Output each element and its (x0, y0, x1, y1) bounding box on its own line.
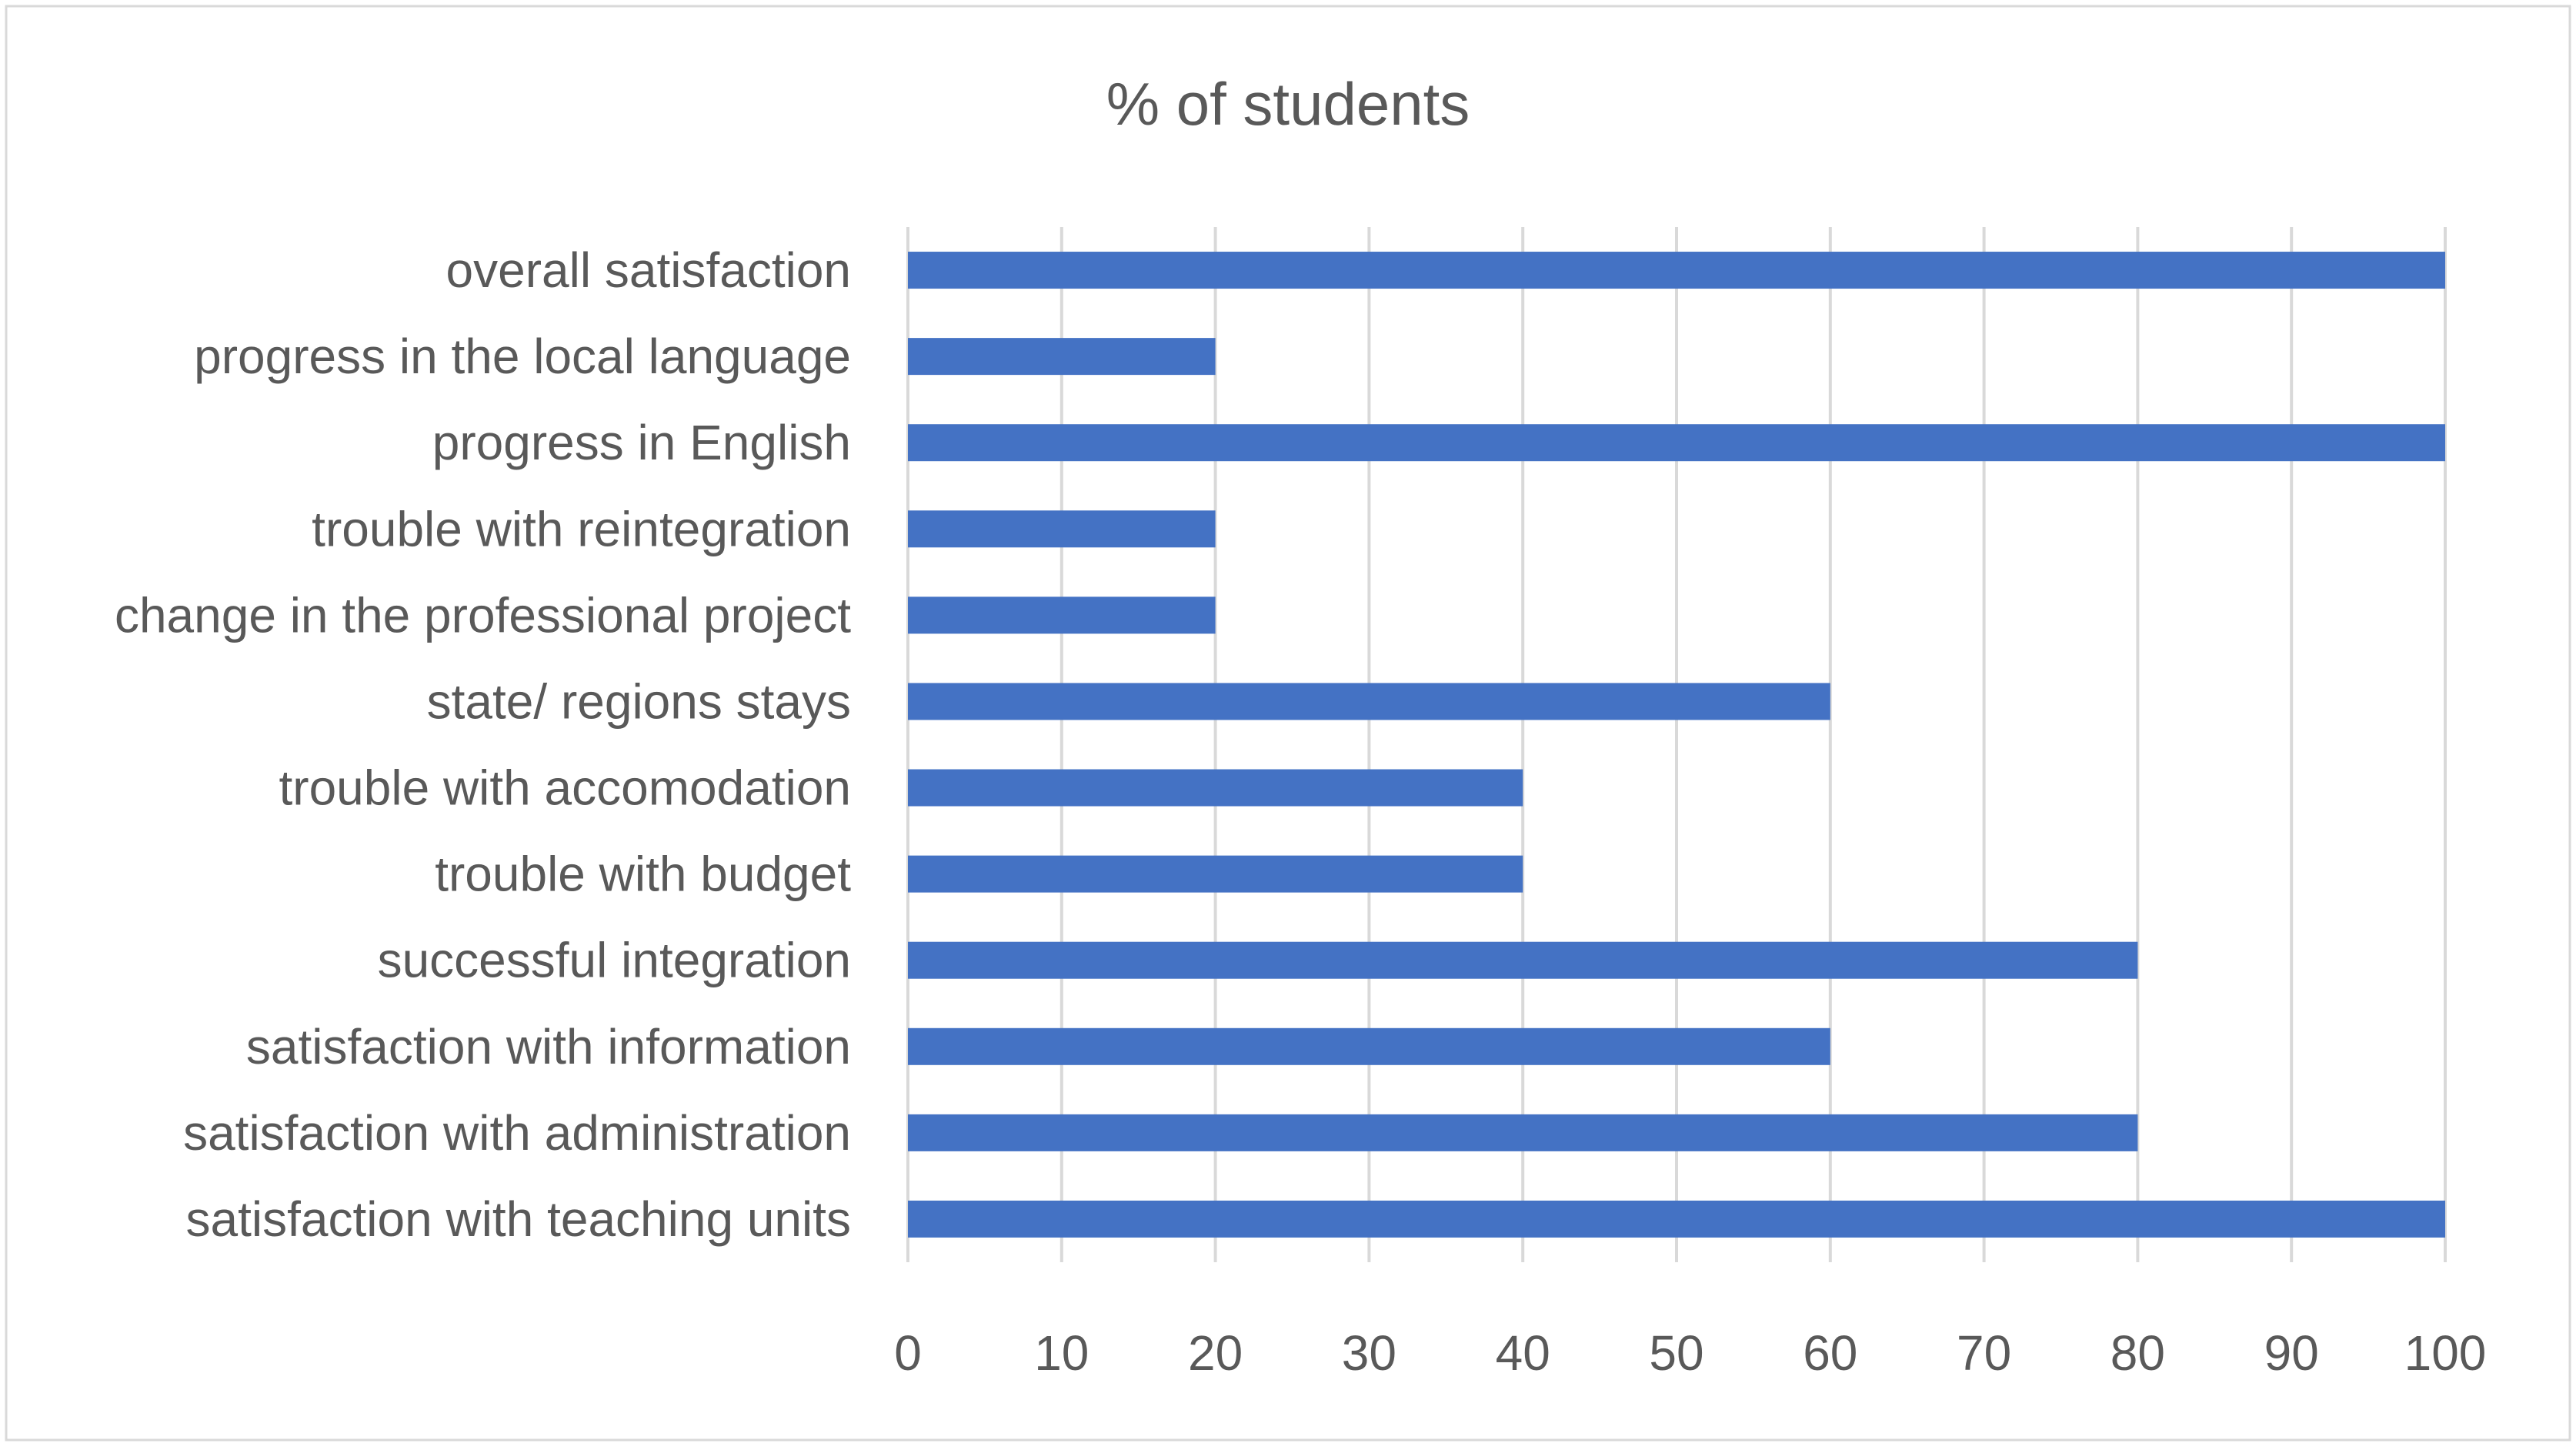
category-label: satisfaction with administration (183, 1105, 851, 1161)
bar (908, 855, 1523, 893)
category-label: satisfaction with teaching units (186, 1191, 851, 1247)
x-tick-label: 50 (1649, 1325, 1703, 1381)
x-tick-label: 100 (2404, 1325, 2487, 1381)
category-labels: overall satisfaction progress in the loca… (115, 242, 851, 1247)
x-tick-label: 40 (1496, 1325, 1550, 1381)
bar (908, 510, 1216, 548)
x-tick-label: 30 (1342, 1325, 1396, 1381)
category-label: state/ regions stays (427, 673, 851, 729)
bar (908, 769, 1523, 807)
bar (908, 1200, 2445, 1238)
x-tick-label: 10 (1034, 1325, 1089, 1381)
bar (908, 338, 1216, 376)
x-tick-label: 80 (2111, 1325, 2165, 1381)
bar (908, 424, 2445, 462)
bars (908, 252, 2445, 1238)
x-tick-labels: 0 10 20 30 40 50 60 70 80 90 100 (894, 1325, 2486, 1381)
category-label: trouble with budget (435, 847, 851, 902)
bar (908, 1114, 2138, 1151)
x-tick-label: 60 (1803, 1325, 1857, 1381)
bar (908, 1027, 1830, 1065)
category-label: successful integration (378, 933, 851, 988)
category-label: change in the professional project (115, 587, 851, 643)
category-label: trouble with accomodation (279, 760, 851, 816)
x-tick-label: 20 (1188, 1325, 1243, 1381)
category-label: overall satisfaction (446, 242, 851, 298)
bar (908, 252, 2445, 289)
bar (908, 596, 1216, 634)
x-tick-label: 70 (1957, 1325, 2011, 1381)
x-tick-label: 90 (2264, 1325, 2319, 1381)
category-label: progress in the local language (194, 329, 851, 384)
x-tick-label: 0 (894, 1325, 922, 1381)
bar (908, 941, 2138, 979)
category-label: satisfaction with information (246, 1019, 851, 1074)
category-label: trouble with reintegration (312, 501, 851, 556)
bar (908, 683, 1830, 720)
grid-lines (906, 227, 2447, 1262)
chart-title: % of students (1106, 70, 1470, 138)
category-label: progress in English (432, 415, 851, 470)
